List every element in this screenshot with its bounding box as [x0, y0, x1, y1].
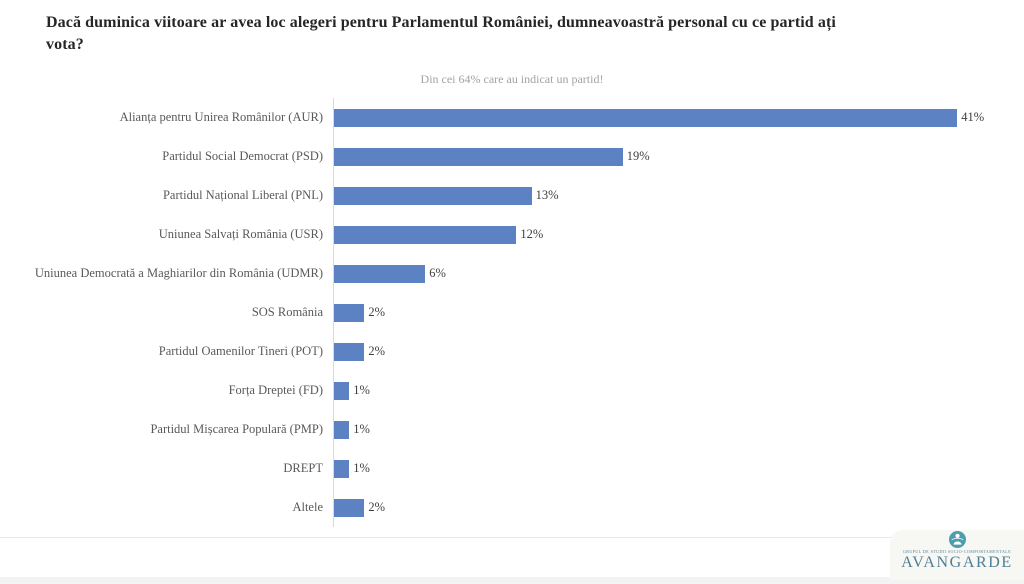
category-label: Uniunea Democrată a Maghiarilor din Româ…: [34, 266, 323, 280]
chart-row: Uniunea Salvați România (USR) 12%: [0, 215, 1014, 254]
value-label: 19%: [626, 149, 650, 163]
avangarde-emblem-icon: [948, 531, 966, 548]
bar: [334, 147, 623, 166]
bar: [334, 381, 350, 400]
plot-area: 2%: [333, 488, 1014, 527]
category-label: DREPT: [283, 461, 323, 475]
chart-title: Dacă duminica viitoare ar avea loc alege…: [46, 14, 836, 53]
chart-row: Partidul Social Democrat (PSD) 19%: [0, 137, 1014, 176]
value-label: 13%: [535, 188, 559, 202]
footer-divider: [0, 537, 1024, 538]
chart-row: DREPT 1%: [0, 449, 1014, 488]
plot-area: 1%: [333, 371, 1014, 410]
plot-area: 41%: [333, 98, 1014, 137]
bar: [334, 459, 350, 478]
bar: [334, 108, 958, 127]
bottom-strip: [0, 577, 1024, 584]
bar: [334, 186, 532, 205]
chart-subtitle: Din cei 64% care au indicat un partid!: [420, 72, 604, 86]
chart-row: Uniunea Democrată a Maghiarilor din Româ…: [0, 254, 1014, 293]
plot-area: 12%: [333, 215, 1014, 254]
value-label: 6%: [429, 266, 446, 280]
plot-area: 1%: [333, 449, 1014, 488]
category-label: Uniunea Salvați România (USR): [158, 227, 323, 241]
value-label: 41%: [961, 110, 985, 124]
category-label: Partidul Național Liberal (PNL): [162, 188, 323, 202]
chart-row: Altele 2%: [0, 488, 1014, 527]
category-label: Partidul Mișcarea Populară (PMP): [150, 422, 323, 436]
bar: [334, 498, 365, 517]
plot-area: 6%: [333, 254, 1014, 293]
value-label: 1%: [353, 461, 370, 475]
category-label: SOS România: [251, 305, 323, 319]
plot-area: 13%: [333, 176, 1014, 215]
chart-row: Partidul Național Liberal (PNL) 13%: [0, 176, 1014, 215]
bar: [334, 420, 350, 439]
category-label: Forța Dreptei (FD): [228, 383, 323, 397]
poll-bar-chart: Alianța pentru Unirea Românilor (AUR) 41%…: [0, 98, 1014, 527]
value-label: 2%: [368, 305, 386, 319]
logo-wordmark: AVANGARDE: [901, 554, 1013, 571]
bar: [334, 225, 517, 244]
bar: [334, 303, 365, 322]
bar: [334, 264, 426, 283]
chart-row: Partidul Mișcarea Populară (PMP) 1%: [0, 410, 1014, 449]
category-label: Alianța pentru Unirea Românilor (AUR): [119, 110, 323, 124]
value-label: 1%: [353, 383, 370, 397]
plot-area: 19%: [333, 137, 1014, 176]
chart-row: Forța Dreptei (FD) 1%: [0, 371, 1014, 410]
category-label: Altele: [292, 500, 323, 514]
value-label: 2%: [368, 500, 386, 514]
plot-area: 1%: [333, 410, 1014, 449]
bar: [334, 342, 365, 361]
logo-tagline: GRUPUL DE STUDII SOCIO-COMPORTAMENTALE: [902, 549, 1012, 554]
plot-area: 2%: [333, 293, 1014, 332]
avangarde-logo: GRUPUL DE STUDII SOCIO-COMPORTAMENTALE A…: [890, 530, 1024, 580]
category-label: Partidul Oamenilor Tineri (POT): [158, 344, 323, 358]
chart-row: Partidul Oamenilor Tineri (POT) 2%: [0, 332, 1014, 371]
chart-row: SOS România 2%: [0, 293, 1014, 332]
chart-row: Alianța pentru Unirea Românilor (AUR) 41%: [0, 98, 1014, 137]
category-label: Partidul Social Democrat (PSD): [162, 149, 323, 163]
value-label: 2%: [368, 344, 386, 358]
value-label: 12%: [520, 227, 544, 241]
plot-area: 2%: [333, 332, 1014, 371]
value-label: 1%: [353, 422, 370, 436]
